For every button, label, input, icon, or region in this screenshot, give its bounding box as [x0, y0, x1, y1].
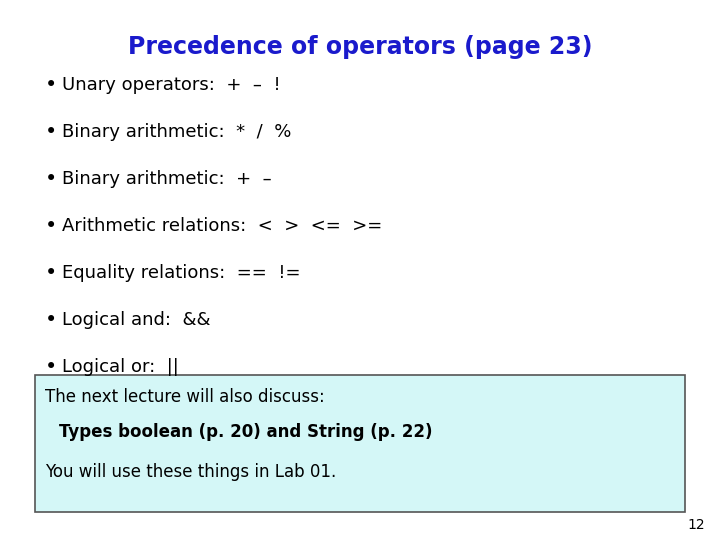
Text: Equality relations:  ==  !=: Equality relations: == != [62, 264, 300, 282]
Text: Binary arithmetic:  +  –: Binary arithmetic: + – [62, 170, 271, 188]
Text: You will use these things in Lab 01.: You will use these things in Lab 01. [45, 463, 336, 481]
Text: Logical and:  &&: Logical and: && [62, 311, 210, 329]
Text: Binary arithmetic:  *  /  %: Binary arithmetic: * / % [62, 123, 292, 141]
Text: Logical or:  ||: Logical or: || [62, 358, 179, 376]
Text: •: • [45, 169, 58, 189]
Text: Arithmetic relations:  <  >  <=  >=: Arithmetic relations: < > <= >= [62, 217, 382, 235]
FancyBboxPatch shape [35, 375, 685, 512]
Text: Unary operators:  +  –  !: Unary operators: + – ! [62, 76, 281, 94]
Text: •: • [45, 75, 58, 95]
Text: Types boolean (p. 20) and String (p. 22): Types boolean (p. 20) and String (p. 22) [59, 423, 433, 441]
Text: The next lecture will also discuss:: The next lecture will also discuss: [45, 388, 325, 406]
Text: •: • [45, 310, 58, 330]
Text: Precedence of operators (page 23): Precedence of operators (page 23) [127, 35, 593, 59]
Text: •: • [45, 263, 58, 283]
Text: 12: 12 [688, 518, 705, 532]
Text: •: • [45, 357, 58, 377]
Text: •: • [45, 216, 58, 236]
Text: •: • [45, 122, 58, 142]
